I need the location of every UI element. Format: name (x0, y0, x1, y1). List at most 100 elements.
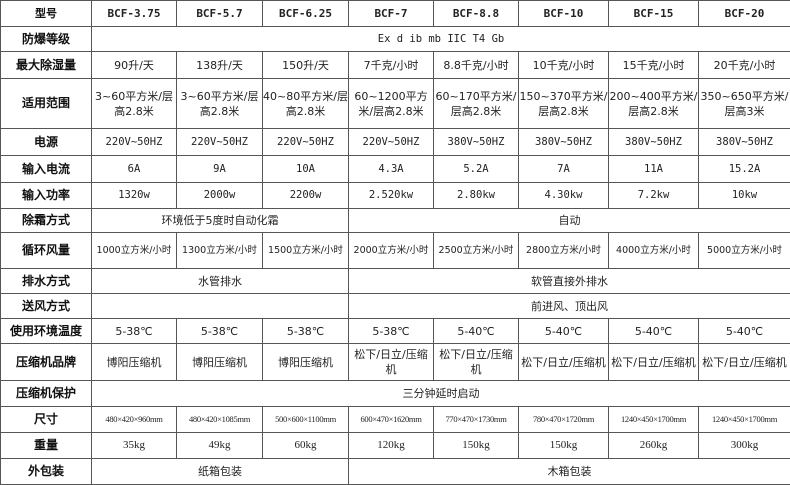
current-cell: 6A (92, 156, 177, 183)
size-cell: 770×470×1730mm (434, 407, 519, 433)
current-cell: 4.3A (349, 156, 434, 183)
power-supply-cell: 380V~50HZ (699, 129, 790, 156)
row-packing: 外包装 纸箱包装 木箱包装 (1, 459, 790, 485)
model-cell: BCF-10 (519, 1, 609, 27)
compressor-cell: 博阳压缩机 (177, 344, 263, 381)
power-cell: 10kw (699, 183, 790, 209)
label-airflow: 循环风量 (1, 233, 92, 269)
row-airflow: 循环风量 1000立方米/小时 1300立方米/小时 1500立方米/小时 20… (1, 233, 790, 269)
weight-cell: 150kg (434, 433, 519, 459)
label-protection: 压缩机保护 (1, 381, 92, 407)
air-supply-small (92, 294, 349, 319)
drain-small: 水管排水 (92, 269, 349, 294)
explosion-value: Ex d ib mb IIC T4 Gb (92, 27, 790, 52)
dehum-cell: 20千克/小时 (699, 52, 790, 79)
model-cell: BCF-5.7 (177, 1, 263, 27)
packing-small: 纸箱包装 (92, 459, 349, 485)
airflow-cell: 2000立方米/小时 (349, 233, 434, 269)
label-size: 尺寸 (1, 407, 92, 433)
label-power-supply: 电源 (1, 129, 92, 156)
row-range: 适用范围 3~60平方米/层高2.8米 3~60平方米/层高2.8米 40~80… (1, 79, 790, 129)
weight-cell: 300kg (699, 433, 790, 459)
temp-cell: 5-40℃ (699, 319, 790, 344)
current-cell: 5.2A (434, 156, 519, 183)
row-drain: 排水方式 水管排水 软管直接外排水 (1, 269, 790, 294)
model-cell: BCF-15 (609, 1, 699, 27)
dehum-cell: 15千克/小时 (609, 52, 699, 79)
airflow-cell: 2500立方米/小时 (434, 233, 519, 269)
row-temp: 使用环境温度 5-38℃ 5-38℃ 5-38℃ 5-38℃ 5-40℃ 5-4… (1, 319, 790, 344)
row-protection: 压缩机保护 三分钟延时启动 (1, 381, 790, 407)
row-air-supply: 送风方式 前进风、顶出风 (1, 294, 790, 319)
model-cell: BCF-7 (349, 1, 434, 27)
defrost-large: 自动 (349, 209, 790, 233)
temp-cell: 5-40℃ (609, 319, 699, 344)
power-cell: 2.80kw (434, 183, 519, 209)
power-cell: 2000w (177, 183, 263, 209)
model-cell: BCF-3.75 (92, 1, 177, 27)
power-supply-cell: 220V~50HZ (263, 129, 349, 156)
label-temp: 使用环境温度 (1, 319, 92, 344)
weight-cell: 120kg (349, 433, 434, 459)
airflow-cell: 2800立方米/小时 (519, 233, 609, 269)
drain-large: 软管直接外排水 (349, 269, 790, 294)
label-weight: 重量 (1, 433, 92, 459)
weight-cell: 150kg (519, 433, 609, 459)
airflow-cell: 1500立方米/小时 (263, 233, 349, 269)
range-cell: 60~170平方米/层高2.8米 (434, 79, 519, 129)
row-model: 型号 BCF-3.75 BCF-5.7 BCF-6.25 BCF-7 BCF-8… (1, 1, 790, 27)
size-cell: 480×420×960mm (92, 407, 177, 433)
label-power: 输入功率 (1, 183, 92, 209)
compressor-cell: 博阳压缩机 (92, 344, 177, 381)
label-compressor: 压缩机品牌 (1, 344, 92, 381)
dehum-cell: 150升/天 (263, 52, 349, 79)
label-dehum: 最大除湿量 (1, 52, 92, 79)
compressor-cell: 松下/日立/压缩机 (349, 344, 434, 381)
airflow-cell: 1300立方米/小时 (177, 233, 263, 269)
power-cell: 4.30kw (519, 183, 609, 209)
dehum-cell: 7千克/小时 (349, 52, 434, 79)
weight-cell: 35kg (92, 433, 177, 459)
size-cell: 1240×450×1700mm (699, 407, 790, 433)
row-explosion: 防爆等级 Ex d ib mb IIC T4 Gb (1, 27, 790, 52)
row-power-supply: 电源 220V~50HZ 220V~50HZ 220V~50HZ 220V~50… (1, 129, 790, 156)
row-compressor: 压缩机品牌 博阳压缩机 博阳压缩机 博阳压缩机 松下/日立/压缩机 松下/日立/… (1, 344, 790, 381)
range-cell: 200~400平方米/层高2.8米 (609, 79, 699, 129)
air-supply-large: 前进风、顶出风 (349, 294, 790, 319)
temp-cell: 5-38℃ (263, 319, 349, 344)
range-cell: 3~60平方米/层高2.8米 (177, 79, 263, 129)
current-cell: 10A (263, 156, 349, 183)
range-cell: 350~650平方米/层高3米 (699, 79, 790, 129)
power-cell: 2.520kw (349, 183, 434, 209)
size-cell: 600×470×1620mm (349, 407, 434, 433)
power-supply-cell: 380V~50HZ (609, 129, 699, 156)
power-supply-cell: 380V~50HZ (519, 129, 609, 156)
label-air-supply: 送风方式 (1, 294, 92, 319)
current-cell: 15.2A (699, 156, 790, 183)
model-cell: BCF-8.8 (434, 1, 519, 27)
temp-cell: 5-40℃ (434, 319, 519, 344)
model-cell: BCF-20 (699, 1, 790, 27)
power-cell: 1320w (92, 183, 177, 209)
compressor-cell: 博阳压缩机 (263, 344, 349, 381)
power-cell: 7.2kw (609, 183, 699, 209)
size-cell: 500×600×1100mm (263, 407, 349, 433)
label-model: 型号 (1, 1, 92, 27)
current-cell: 9A (177, 156, 263, 183)
compressor-cell: 松下/日立/压缩机 (519, 344, 609, 381)
temp-cell: 5-38℃ (92, 319, 177, 344)
row-dehum: 最大除湿量 90升/天 138升/天 150升/天 7千克/小时 8.8千克/小… (1, 52, 790, 79)
model-cell: BCF-6.25 (263, 1, 349, 27)
label-drain: 排水方式 (1, 269, 92, 294)
label-explosion: 防爆等级 (1, 27, 92, 52)
airflow-cell: 4000立方米/小时 (609, 233, 699, 269)
label-defrost: 除霜方式 (1, 209, 92, 233)
row-current: 输入电流 6A 9A 10A 4.3A 5.2A 7A 11A 15.2A (1, 156, 790, 183)
current-cell: 7A (519, 156, 609, 183)
range-cell: 150~370平方米/层高2.8米 (519, 79, 609, 129)
power-supply-cell: 220V~50HZ (92, 129, 177, 156)
compressor-cell: 松下/日立/压缩机 (434, 344, 519, 381)
power-supply-cell: 220V~50HZ (349, 129, 434, 156)
label-packing: 外包装 (1, 459, 92, 485)
